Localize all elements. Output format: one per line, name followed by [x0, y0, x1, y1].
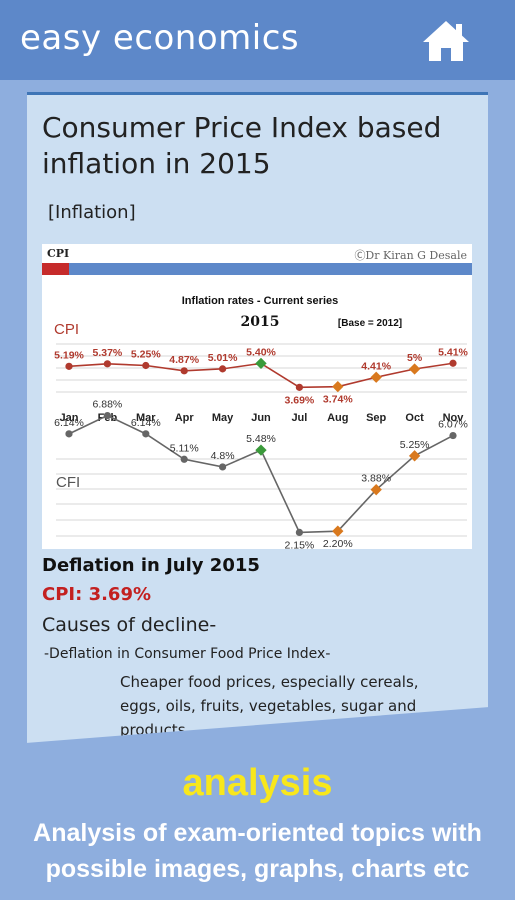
- figure-label: CPI: [47, 247, 70, 260]
- app-header: easy economics: [0, 0, 515, 80]
- cfi-data-label: 2.20%: [323, 538, 353, 549]
- inflation-chart: Inflation rates - Current series 2015 [B…: [54, 295, 469, 549]
- cpi-data-point: [219, 365, 227, 373]
- x-tick-label: Jun: [251, 412, 271, 424]
- cfi-data-label: 6.88%: [93, 399, 123, 411]
- cpi-data-label: 5.41%: [438, 346, 468, 358]
- cfi-data-point: [180, 455, 188, 463]
- cfi-data-point: [449, 431, 457, 440]
- promo-text: Analysis of exam-oriented topics with po…: [33, 819, 482, 883]
- cpi-data-label: 5.19%: [54, 349, 84, 361]
- cpi-data-point: [332, 380, 344, 393]
- cfi-data-label: 6.14%: [54, 417, 84, 429]
- cpi-data-point: [180, 367, 188, 375]
- inflation-figure: CPI ⒸDr Kiran G Desale Inflation rates -…: [42, 244, 472, 549]
- cpi-series-label: CPI: [54, 321, 79, 338]
- cpi-data-label: 5%: [407, 352, 423, 364]
- cpi-data-label: 4.41%: [361, 360, 391, 372]
- promo-title: analysis: [182, 762, 333, 804]
- section-heading: Deflation in July 2015: [42, 555, 260, 576]
- cfi-data-point: [142, 430, 150, 438]
- chart-base: [Base = 2012]: [338, 318, 402, 329]
- cpi-data-label: 5.25%: [131, 349, 161, 361]
- figure-red-band: [42, 263, 69, 275]
- figure-blue-band: [69, 263, 472, 275]
- cfi-data-point: [103, 411, 111, 420]
- cfi-data-point: [255, 444, 267, 456]
- app-title: easy economics: [20, 18, 300, 58]
- cfi-data-point: [408, 450, 421, 462]
- x-tick-label: Apr: [175, 412, 195, 424]
- cpi-data-point: [65, 362, 73, 370]
- cfi-data-point: [219, 463, 227, 471]
- cfi-data-label: 2.15%: [285, 539, 315, 549]
- chart-title: Inflation rates - Current series: [182, 295, 339, 307]
- x-tick-label: Sep: [366, 412, 386, 424]
- cpi-data-label: 5.40%: [246, 346, 276, 358]
- cpi-data-point: [142, 361, 150, 370]
- causes-heading: Causes of decline-: [42, 614, 217, 636]
- cpi-data-label: 3.69%: [285, 394, 315, 406]
- cpi-data-point: [255, 357, 267, 370]
- x-tick-label: Nov: [443, 412, 465, 424]
- cfi-data-label: 6.07%: [438, 419, 468, 431]
- cpi-data-point: [449, 359, 457, 367]
- cpi-value: CPI: 3.69%: [42, 584, 152, 605]
- cfi-data-point: [370, 484, 382, 496]
- article-tag[interactable]: [Inflation]: [48, 202, 136, 223]
- x-tick-label: May: [212, 412, 234, 424]
- chart-year: 2015: [241, 314, 280, 330]
- x-tick-label: Jan: [60, 412, 79, 424]
- figure-credit: ⒸDr Kiran G Desale: [354, 249, 467, 262]
- cfi-data-point: [332, 525, 344, 537]
- cpi-data-label: 5.01%: [208, 352, 238, 364]
- x-tick-label: Jul: [291, 412, 307, 424]
- home-icon: [423, 21, 469, 61]
- cfi-data-point: [295, 528, 303, 536]
- home-button[interactable]: [420, 18, 472, 64]
- cfi-series-label: CFI: [56, 474, 80, 491]
- cfi-data-label: 5.25%: [400, 439, 430, 451]
- cause-detail: Cheaper food prices, especially cereals,…: [120, 673, 419, 739]
- article-title: Consumer Price Index based inflation in …: [42, 111, 442, 180]
- cpi-data-point: [295, 383, 303, 391]
- cfi-data-label: 4.8%: [211, 450, 235, 462]
- cpi-data-label: 4.87%: [169, 354, 199, 366]
- cfi-data-label: 5.11%: [170, 442, 199, 454]
- x-tick-label: Oct: [405, 412, 424, 424]
- cpi-data-label: 3.74%: [323, 394, 353, 406]
- x-tick-label: Aug: [327, 412, 348, 424]
- cfi-data-label: 5.48%: [246, 433, 276, 445]
- cpi-data-label: 5.37%: [93, 347, 123, 359]
- cfi-data-label: 6.14%: [131, 417, 161, 429]
- cfi-data-label: 3.88%: [361, 473, 391, 485]
- cpi-data-point: [408, 363, 421, 375]
- cfi-data-point: [65, 430, 73, 438]
- cause-bullet: -Deflation in Consumer Food Price Index-: [44, 646, 331, 662]
- x-tick-label: Mar: [136, 412, 156, 424]
- cpi-data-point: [370, 371, 382, 383]
- cpi-data-point: [103, 360, 111, 368]
